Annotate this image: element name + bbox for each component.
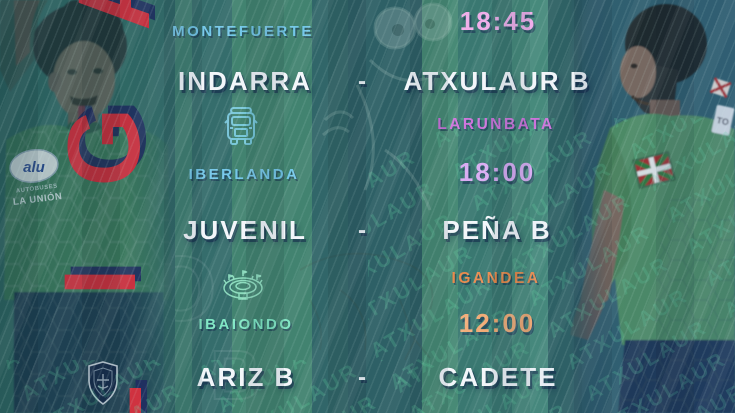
match3-separator: - [358,364,366,391]
match3-time: 12:00 [458,308,536,338]
alu-sponsor-badge: alu AUTOBUSES LA UNIÓN [9,149,63,208]
right-player-photo: TO [570,0,735,413]
match3-venue: IBAIONDO [198,316,294,333]
match2-time: 18:00 [458,157,536,187]
ghost-mascot-artwork [321,2,453,211]
match1-away-team: ATXULAUR B [403,66,591,96]
ghost-sketch-artwork [299,252,434,361]
match1-separator: - [358,68,366,95]
svg-text:alu: alu [23,159,45,176]
match3-day: IGANDEA [451,270,541,287]
left-player-photo [0,0,175,413]
match2-venue: IBERLANDA [188,166,300,183]
match2-day: LARUNBATA [437,116,555,133]
vertical-title-letter-a: A [57,0,171,31]
match2-separator: - [358,217,366,244]
match1-time: 18:45 [459,6,537,36]
ghost-letter-b: B [209,336,262,413]
club-crest [88,361,118,405]
stadium-icon [223,270,263,300]
svg-text:AUTOBUSES: AUTOBUSES [16,183,58,194]
match3-home-team: ARIZ B [196,362,296,392]
match2-away-team: PEÑA B [442,215,552,245]
match1-home-team: INDARRA [178,66,312,96]
match2-home-team: JUVENIL [183,215,307,245]
match3-away-team: CADETE [438,362,558,392]
vertical-title-letter-i: I [43,267,157,297]
bus-icon [224,107,258,145]
vertical-title-letter-g: G [47,107,161,187]
match1-venue: MONTEFUERTE [172,23,314,40]
